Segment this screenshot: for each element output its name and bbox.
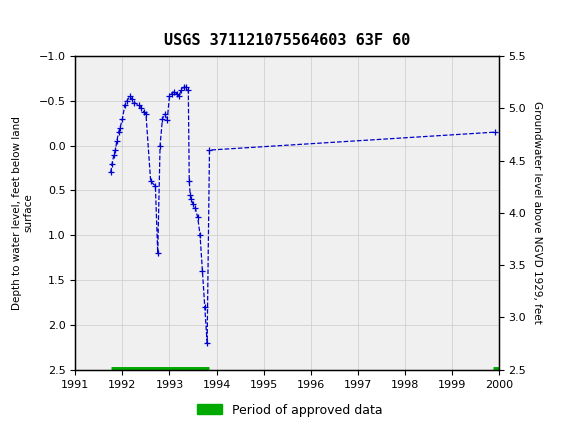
- Y-axis label: Groundwater level above NGVD 1929, feet: Groundwater level above NGVD 1929, feet: [532, 101, 542, 324]
- Y-axis label: Depth to water level, feet below land
surface: Depth to water level, feet below land su…: [12, 116, 33, 310]
- Title: USGS 371121075564603 63F 60: USGS 371121075564603 63F 60: [164, 33, 410, 48]
- Text: ≡USGS: ≡USGS: [3, 10, 53, 28]
- Legend: Period of approved data: Period of approved data: [192, 399, 388, 421]
